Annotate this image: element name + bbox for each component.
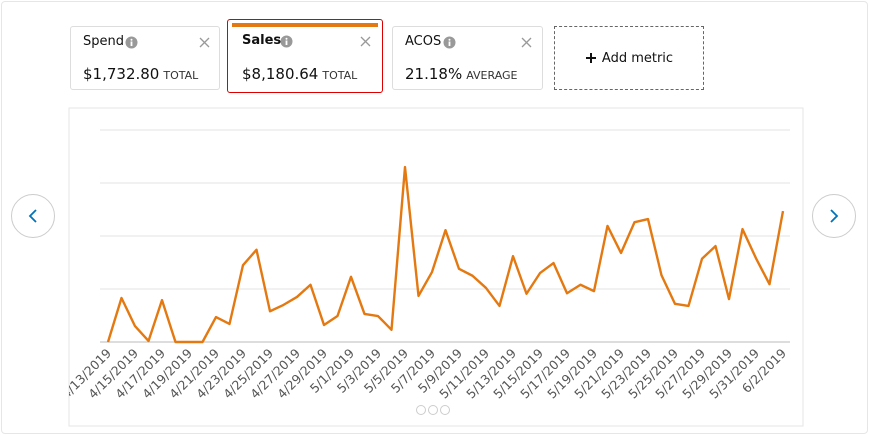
info-icon[interactable] [125, 36, 138, 49]
prev-button[interactable] [11, 194, 55, 238]
metric-name: Sales [242, 33, 282, 48]
metric-value: 21.18% [405, 65, 463, 83]
line [106, 165, 785, 344]
info-icon[interactable] [280, 35, 293, 48]
chevron-left [28, 209, 37, 223]
close-icon[interactable] [199, 37, 210, 48]
plus-icon [585, 53, 596, 63]
add-metric-button[interactable]: Add metric [554, 26, 704, 90]
metric-card[interactable]: ACOS 21.18% AVERAGE [392, 26, 543, 90]
metric-card-selected[interactable]: Sales $8,180.64 TOTAL [227, 19, 383, 93]
close-icon[interactable] [521, 37, 532, 48]
metric-name: Spend [83, 34, 124, 49]
chart-panel [68, 107, 804, 427]
carousel-dots [416, 405, 450, 415]
metric-unit: TOTAL [163, 69, 199, 82]
next-button[interactable] [812, 194, 856, 238]
info-icon[interactable] [443, 36, 456, 49]
metric-value: $1,732.80 [83, 65, 160, 83]
metric-unit: TOTAL [322, 69, 358, 82]
metric-unit: AVERAGE [466, 69, 518, 82]
chevron-right [830, 209, 839, 223]
metric-card[interactable]: Spend $1,732.80 TOTAL [70, 26, 220, 90]
close-icon[interactable] [360, 36, 371, 47]
metric-color-bar [232, 23, 378, 27]
metric-name: ACOS [405, 34, 442, 49]
add-metric-label: Add metric [601, 50, 674, 66]
metric-value: $8,180.64 [242, 65, 319, 83]
